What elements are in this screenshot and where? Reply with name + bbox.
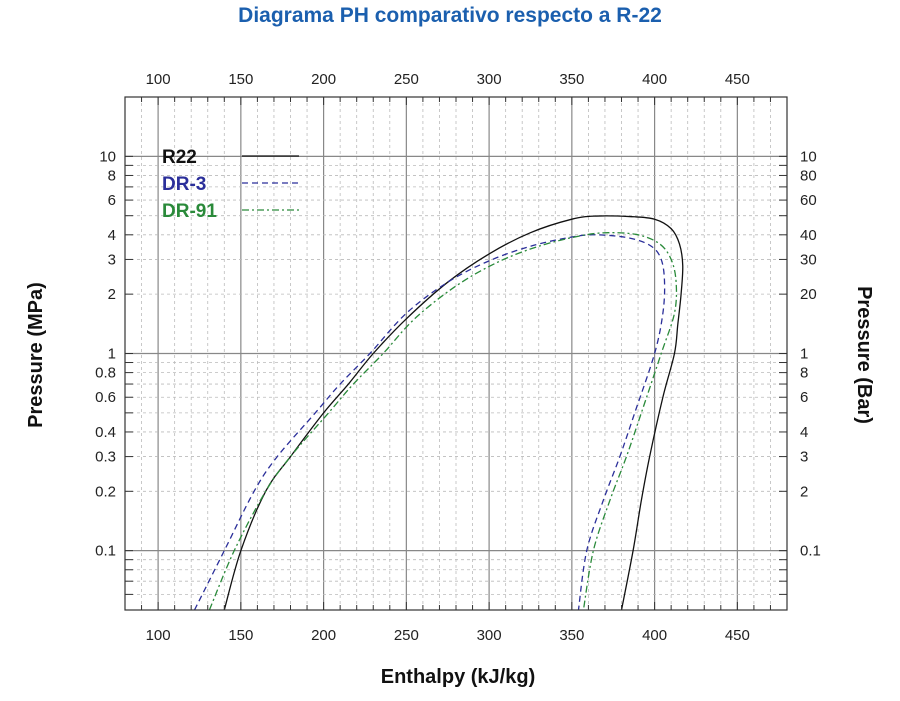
y-axis-label-right: Pressure (Bar) <box>853 286 875 424</box>
y-tick-label-right: 1 <box>800 346 808 363</box>
x-tick-label-bottom: 250 <box>394 627 419 644</box>
y-tick-label-left: 2 <box>108 286 116 303</box>
x-tick-label-bottom: 450 <box>725 627 750 644</box>
legend-label-r22: R22 <box>162 147 197 168</box>
x-tick-label-top: 400 <box>642 71 667 88</box>
y-tick-label-right: 4 <box>800 424 808 441</box>
y-tick-label-right: 6 <box>800 389 808 406</box>
grid <box>125 96 788 611</box>
x-tick-label-top: 450 <box>725 71 750 88</box>
chart-title: Diagrama PH comparativo respecto a R-22 <box>238 4 662 27</box>
y-tick-label-left: 0.8 <box>95 365 116 382</box>
x-tick-label-top: 100 <box>146 71 171 88</box>
y-tick-label-right: 3 <box>800 449 808 466</box>
y-tick-label-left: 0.4 <box>95 424 116 441</box>
y-tick-label-right: 80 <box>800 167 817 184</box>
series-line-dr-91 <box>208 232 678 611</box>
legend-label-dr-91: DR-91 <box>162 201 217 222</box>
y-tick-label-left: 0.2 <box>95 483 116 500</box>
y-tick-label-left: 0.6 <box>95 389 116 406</box>
y-tick-label-left: 4 <box>108 227 116 244</box>
ticks: 100 100 150 150 200 200 250 250 300 300 350 350 400 4… <box>95 71 821 644</box>
x-tick-label-bottom: 100 <box>146 627 171 644</box>
y-axis-label-left: Pressure (MPa) <box>25 282 47 428</box>
series-line-dr-3 <box>193 234 666 611</box>
y-tick-label-right: 10 <box>800 148 817 165</box>
y-tick-label-right: 60 <box>800 192 817 209</box>
x-tick-label-bottom: 350 <box>559 627 584 644</box>
y-tick-label-left: 0.1 <box>95 543 116 560</box>
x-tick-label-top: 350 <box>559 71 584 88</box>
y-tick-label-left: 8 <box>108 167 116 184</box>
x-tick-label-top: 150 <box>228 71 253 88</box>
curves <box>193 215 684 611</box>
x-tick-label-top: 300 <box>477 71 502 88</box>
y-tick-label-left: 3 <box>108 251 116 268</box>
y-tick-label-right: 8 <box>800 365 808 382</box>
y-tick-label-left: 10 <box>99 148 116 165</box>
y-tick-label-right: 40 <box>800 227 817 244</box>
x-tick-label-top: 250 <box>394 71 419 88</box>
y-tick-label-left: 6 <box>108 192 116 209</box>
x-tick-label-bottom: 300 <box>477 627 502 644</box>
y-tick-label-left: 0.3 <box>95 449 116 466</box>
x-tick-label-top: 200 <box>311 71 336 88</box>
y-tick-label-left: 1 <box>108 346 116 363</box>
y-tick-label-right: 20 <box>800 286 817 303</box>
legend: R22 DR-3 DR-91 <box>162 147 299 222</box>
x-axis-label: Enthalpy (kJ/kg) <box>381 666 535 688</box>
x-tick-label-bottom: 400 <box>642 627 667 644</box>
x-tick-label-bottom: 200 <box>311 627 336 644</box>
x-tick-label-bottom: 150 <box>228 627 253 644</box>
y-tick-label-right: 30 <box>800 251 817 268</box>
series-line-r22 <box>223 215 684 611</box>
y-tick-label-right: 2 <box>800 483 808 500</box>
legend-label-dr-3: DR-3 <box>162 174 206 195</box>
y-tick-label-right: 0.1 <box>800 543 821 560</box>
